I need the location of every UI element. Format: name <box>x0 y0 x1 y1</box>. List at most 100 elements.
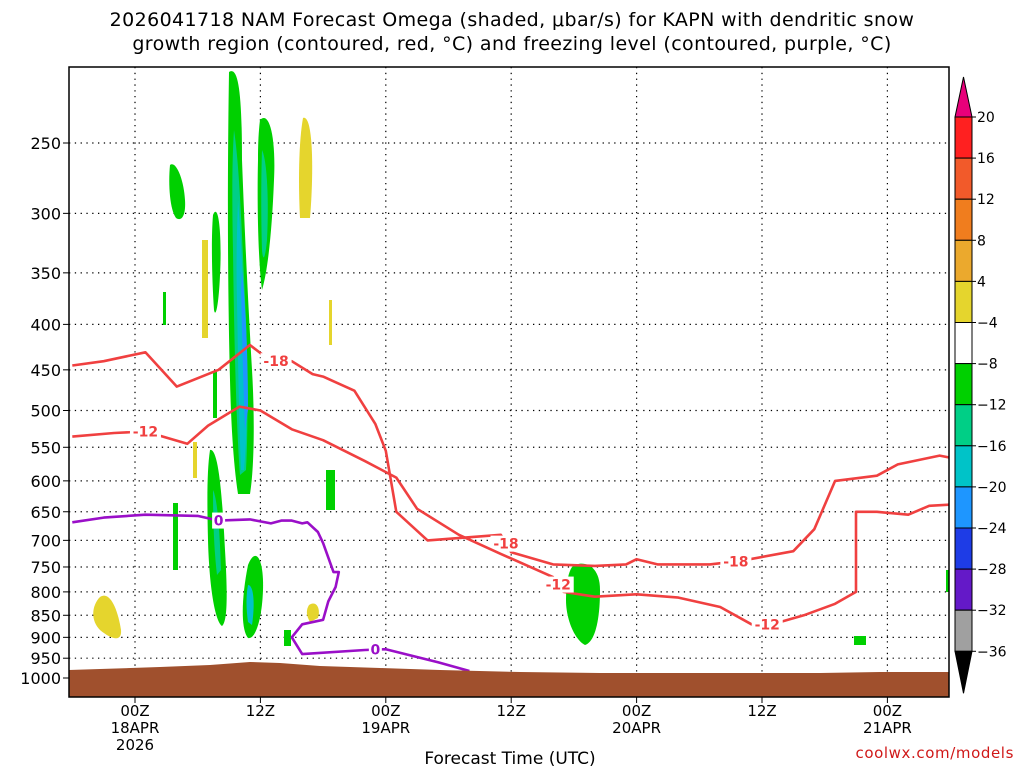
axis-ticks: 250 300 350 400 450 500 550 600 650 700 750 800 850 9… <box>20 134 912 754</box>
colorbar-label: −4 <box>977 316 998 332</box>
contour-label-bg <box>368 641 382 658</box>
colorbar-swatch <box>954 239 973 282</box>
omega-cell-lower-column-inner <box>213 490 221 575</box>
x-tick-label: 12Z <box>747 702 776 720</box>
colorbar-swatch <box>954 445 973 488</box>
y-tick-label: 700 <box>30 531 61 550</box>
x-tick-label: 12Z <box>497 702 526 720</box>
colorbar-top-arrow <box>954 76 973 118</box>
omega-cell-yellow-left <box>93 595 122 639</box>
colorbar-label: 4 <box>977 274 986 290</box>
x-tick-label: 20APR <box>612 719 661 737</box>
omega-shading <box>93 71 949 646</box>
x-tick-label: 00Z <box>371 702 400 720</box>
credit-text: coolwx.com/models <box>855 744 1014 762</box>
y-tick-label: 950 <box>30 649 61 668</box>
y-tick-label: 1000 <box>20 669 61 688</box>
omega-cell-yellow-upper <box>299 117 313 218</box>
x-tick-label: 12Z <box>246 702 275 720</box>
x-tick-label: 00Z <box>873 702 902 720</box>
chart-title-line-2: growth region (contoured, red, °C) and f… <box>132 33 892 55</box>
colorbar-label: 12 <box>977 192 995 208</box>
colorbar-label: −16 <box>977 439 1007 455</box>
colorbar-label: −12 <box>977 398 1007 414</box>
x-axis-label: Forecast Time (UTC) <box>424 749 595 768</box>
omega-cell-small-green <box>284 630 291 646</box>
contour-label: -12 <box>755 617 780 633</box>
omega-main-column <box>211 71 275 495</box>
y-tick-label: 350 <box>30 264 61 283</box>
omega-cell-lower-right-inner <box>246 585 254 625</box>
colorbar-label: 20 <box>977 110 995 126</box>
colorbar-swatch <box>954 280 973 323</box>
contour-label: 0 <box>370 643 380 659</box>
colorbar-label: 16 <box>977 151 995 167</box>
contour-label: -12 <box>133 425 158 441</box>
contour-label: 0 <box>214 514 224 530</box>
x-tick-label: 00Z <box>120 702 149 720</box>
omega-cell-day2 <box>566 563 600 645</box>
y-tick-label: 450 <box>30 361 61 380</box>
colorbar-label: −24 <box>977 521 1007 537</box>
omega-cell-mid-right <box>326 470 335 510</box>
omega-cell-narrow-left <box>163 292 166 325</box>
contour-label-bg <box>720 553 752 570</box>
contour-label: -18 <box>723 554 748 570</box>
colorbar-label: −28 <box>977 562 1007 578</box>
colorbar-swatch <box>954 322 973 365</box>
y-tick-label: 250 <box>30 134 61 153</box>
x-tick-label: 21APR <box>863 719 912 737</box>
colorbar-swatch <box>954 116 973 159</box>
contour-line <box>72 513 470 673</box>
omega-cell-upper-left <box>169 164 186 220</box>
x-tick-label: 18APR <box>111 719 160 737</box>
omega-cell-yellow-thin <box>329 300 332 345</box>
y-tick-label: 300 <box>30 204 61 223</box>
colorbar-label: 8 <box>977 233 986 249</box>
contour-label-bg <box>260 353 292 370</box>
contour-label: -12 <box>546 578 571 594</box>
colorbar-swatch <box>954 527 973 570</box>
omega-cell-yellow-small <box>306 603 319 622</box>
plot-frame <box>68 66 950 698</box>
y-tick-label: 650 <box>30 503 61 522</box>
contour-label: -18 <box>493 537 518 553</box>
colorbar-swatch <box>954 609 973 652</box>
colorbar-swatch <box>954 404 973 447</box>
y-tick-label: 850 <box>30 606 61 625</box>
omega-cell-small-mid <box>213 372 217 418</box>
temperature-contours: -18 -18 -18 -12 -12 -12 0 0 <box>72 343 949 673</box>
colorbar-label: −8 <box>977 357 998 373</box>
omega-cell-yellow-low <box>193 442 197 478</box>
colorbar: 20 16 12 8 4 −4 −8 −12 −16 −20 −24 −28 −32 −36 <box>954 76 1007 694</box>
contour-label-bg <box>542 576 574 593</box>
colorbar-label: −20 <box>977 480 1007 496</box>
contour-label-bg <box>490 535 522 552</box>
x-tick-label: 19APR <box>361 719 410 737</box>
colorbar-swatch <box>954 363 973 406</box>
contour-line <box>72 343 949 568</box>
y-tick-label: 500 <box>30 402 61 421</box>
omega-cell-far-right <box>854 636 866 645</box>
gridlines <box>69 67 949 697</box>
colorbar-label: −32 <box>977 603 1007 619</box>
omega-cell-yellow-narrow <box>202 240 208 338</box>
colorbar-swatch <box>954 568 973 611</box>
colorbar-swatch <box>954 157 973 200</box>
x-tick-label: 2026 <box>116 736 154 754</box>
y-tick-label: 550 <box>30 438 61 457</box>
colorbar-label: −36 <box>977 644 1007 660</box>
contour-label-bg <box>751 616 783 633</box>
terrain-ground <box>69 662 949 697</box>
x-tick-label: 00Z <box>622 702 651 720</box>
contour-label-bg <box>129 423 161 440</box>
y-tick-label: 750 <box>30 558 61 577</box>
y-tick-label: 600 <box>30 472 61 491</box>
omega-cell-far-left <box>173 503 178 570</box>
colorbar-swatch <box>954 198 973 241</box>
y-tick-label: 900 <box>30 628 61 647</box>
y-tick-label: 400 <box>30 315 61 334</box>
contour-label-bg <box>212 512 226 529</box>
colorbar-bottom-arrow <box>954 650 973 694</box>
